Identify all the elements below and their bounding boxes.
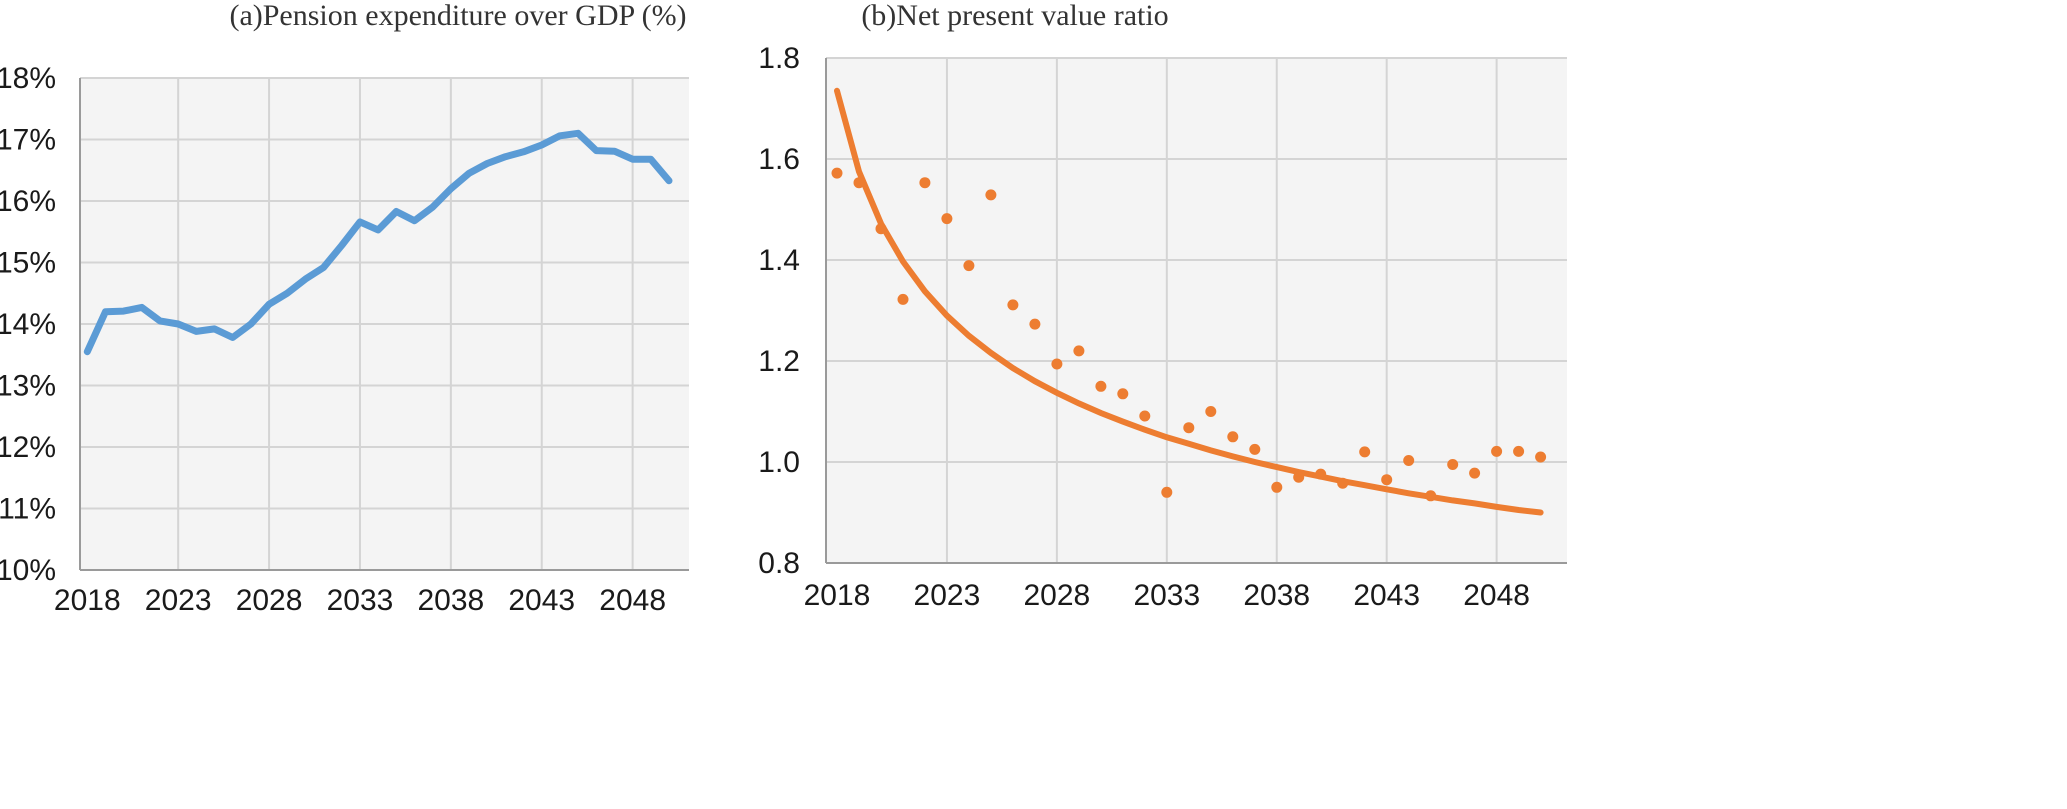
chart-b-point <box>963 260 975 272</box>
chartA-y-tick-label: 14% <box>0 308 56 341</box>
chartA-x-tick-label: 2048 <box>599 584 666 617</box>
chart-b-point <box>897 293 909 305</box>
chart-b-point <box>1249 443 1261 455</box>
pension-expenditure-chart: (a)Pension expenditure over GDP (%) 2018… <box>0 0 689 617</box>
chart-b-point <box>831 167 843 179</box>
chart-b-trendline <box>834 87 1544 516</box>
chartB-y-tick-label: 1.2 <box>758 345 800 378</box>
chart-b-point <box>1095 380 1107 392</box>
chart-b-point <box>853 177 865 189</box>
chart-b-point <box>1161 486 1173 498</box>
chartB-y-tick-label: 1.0 <box>758 446 800 479</box>
chartB-x-tick-label: 2043 <box>1353 579 1420 612</box>
chartB-x-tick-label: 2023 <box>914 579 981 612</box>
chartB-y-tick-label: 0.8 <box>758 547 800 580</box>
chartB-x-tick-label: 2048 <box>1463 579 1530 612</box>
chartA-y-tick-label: 13% <box>0 370 56 403</box>
chart-b-point <box>985 189 997 201</box>
chart-b-point <box>1447 459 1459 470</box>
chartA-x-tick-label: 2023 <box>145 584 212 617</box>
chart-b-points <box>831 167 1547 502</box>
chartA-y-tick-label: 18% <box>0 62 56 95</box>
chartB-y-tick-label: 1.6 <box>758 143 800 176</box>
chart-b-point <box>1271 481 1283 493</box>
chart-b-point <box>1205 406 1217 417</box>
chart-b-title: (b)Net present value ratio <box>861 0 1168 32</box>
chartA-x-tick-label: 2038 <box>417 584 484 617</box>
chart-b-point <box>1293 471 1305 483</box>
chart-b-grid <box>825 57 1567 564</box>
chart-b-point <box>1381 474 1393 486</box>
chart-b-plot-area <box>826 58 1567 563</box>
chart-a-x-ticks: 2018 2023 2028 2033 2038 2043 2048 <box>54 584 666 617</box>
chart-a-y-ticks: 10% 11% 12% 13% 14% 15% 16% 17% 18% <box>0 62 56 587</box>
chart-b-point <box>875 223 887 235</box>
chartA-y-tick-label: 11% <box>0 493 56 526</box>
chart-b-point <box>941 213 953 225</box>
chart-a-title: (a)Pension expenditure over GDP (%) <box>229 0 686 32</box>
chartA-y-tick-label: 10% <box>0 554 56 587</box>
chartA-y-tick-label: 16% <box>0 185 56 218</box>
chart-a-series-line <box>83 129 673 356</box>
chart-b-point <box>1425 490 1437 502</box>
chart-b-point <box>1029 318 1041 330</box>
chart-b-point <box>1535 451 1547 463</box>
chart-b-point <box>1227 431 1239 443</box>
chart-b-point <box>1469 467 1481 479</box>
chart-b-point <box>1117 388 1129 400</box>
chart-b-point <box>1051 358 1063 370</box>
chartA-y-tick-label: 17% <box>0 124 56 157</box>
chartA-x-tick-label: 2018 <box>54 584 121 617</box>
chartB-x-tick-label: 2038 <box>1243 579 1310 612</box>
chart-a-grid <box>79 77 689 571</box>
net-present-value-chart: (b)Net present value ratio 2018 2023 2028 2… <box>758 0 1567 612</box>
chart-b-x-ticks: 2018 2023 2028 2033 2038 2043 2048 <box>804 579 1530 612</box>
chartB-x-tick-label: 2033 <box>1133 579 1200 612</box>
chartA-x-tick-label: 2033 <box>327 584 394 617</box>
chartB-y-tick-label: 1.4 <box>758 244 800 277</box>
chart-b-point <box>1139 410 1151 422</box>
chart-b-point <box>1491 445 1503 457</box>
chart-b-point <box>1315 468 1327 480</box>
chart-b-point <box>919 177 931 189</box>
chart-b-point <box>1183 422 1195 434</box>
chartB-x-tick-label: 2028 <box>1024 579 1091 612</box>
chart-b-point <box>1359 446 1371 458</box>
chartA-x-tick-label: 2028 <box>236 584 303 617</box>
chart-b-point <box>1073 345 1085 357</box>
chart-b-point <box>1007 299 1019 311</box>
chart-b-point <box>1337 477 1349 489</box>
chartA-y-tick-label: 12% <box>0 431 56 464</box>
chart-b-point <box>1513 445 1525 457</box>
chart-b-y-ticks: 0.8 1.0 1.2 1.4 1.6 1.8 <box>758 42 800 580</box>
chartB-y-tick-label: 1.8 <box>758 42 800 75</box>
chartB-x-tick-label: 2018 <box>804 579 871 612</box>
chartA-x-tick-label: 2043 <box>508 584 575 617</box>
chartA-y-tick-label: 15% <box>0 247 56 280</box>
chart-b-point <box>1403 455 1415 466</box>
